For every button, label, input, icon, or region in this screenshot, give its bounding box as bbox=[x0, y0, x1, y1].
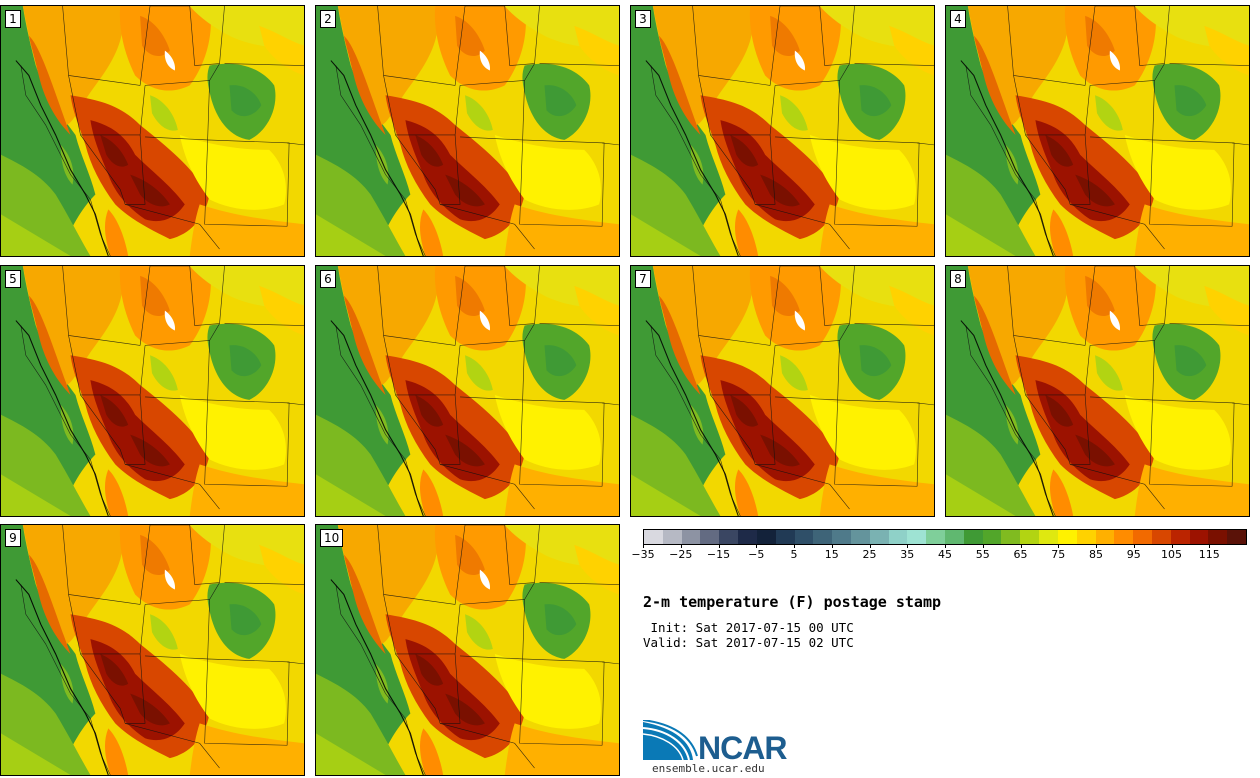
colorbar-swatch bbox=[888, 530, 908, 544]
colorbar-tick-label: 25 bbox=[862, 548, 877, 561]
map-panel: 1 bbox=[0, 5, 305, 257]
colorbar-swatch bbox=[738, 530, 757, 544]
member-number-label: 8 bbox=[950, 270, 966, 288]
colorbar-tick-mark bbox=[945, 544, 946, 548]
colorbar-swatch bbox=[794, 530, 814, 544]
colorbar-tick-mark bbox=[1020, 544, 1022, 548]
colorbar-tick-mark bbox=[643, 544, 644, 548]
colorbar-tick-mark bbox=[831, 544, 833, 548]
colorbar-ticks: −35 −25 −15 −5 5 15 25 35 45 55 65 75 85 95 105 115 bbox=[631, 544, 1247, 566]
member-number-label: 6 bbox=[320, 270, 336, 288]
map-panel: 4 bbox=[945, 5, 1250, 257]
colorbar-swatch bbox=[926, 530, 945, 544]
colorbar-swatch bbox=[907, 530, 927, 544]
colorbar-swatch bbox=[1227, 530, 1246, 544]
colorbar-tick-label: −25 bbox=[669, 548, 693, 561]
member-number-label: 10 bbox=[320, 529, 344, 547]
colorbar-tick-label: 35 bbox=[900, 548, 915, 561]
member-number-label: 3 bbox=[635, 10, 651, 28]
logo-url: ensemble.ucar.edu bbox=[652, 762, 765, 775]
colorbar-tick-label: 65 bbox=[1013, 548, 1028, 561]
valid-time: Valid: Sat 2017-07-15 02 UTC bbox=[643, 635, 854, 650]
colorbar-swatch bbox=[1057, 530, 1077, 544]
colorbar-swatch bbox=[1133, 530, 1152, 544]
colorbar-swatch bbox=[963, 530, 983, 544]
colorbar-tick-label: 115 bbox=[1198, 548, 1220, 561]
colorbar-swatch bbox=[813, 530, 833, 544]
colorbar-tick-mark bbox=[794, 544, 795, 548]
colorbar-tick-mark bbox=[756, 544, 758, 548]
map-panel: 5 bbox=[0, 265, 305, 517]
colorbar-swatch bbox=[775, 530, 795, 544]
colorbar-swatch bbox=[1001, 530, 1021, 544]
colorbar-swatch bbox=[832, 530, 851, 544]
colorbar-swatch bbox=[1170, 530, 1190, 544]
ncar-logo-icon bbox=[643, 720, 698, 761]
colorbar-tick-mark bbox=[1171, 544, 1173, 548]
colorbar-tick-mark bbox=[1209, 544, 1211, 548]
colorbar-tick-label: 55 bbox=[975, 548, 990, 561]
colorbar-tick-label: −5 bbox=[748, 548, 765, 561]
member-number-label: 1 bbox=[5, 10, 21, 28]
member-number-label: 4 bbox=[950, 10, 966, 28]
colorbar-tick-label: −15 bbox=[706, 548, 731, 561]
colorbar-tick-label: 15 bbox=[824, 548, 839, 561]
colorbar-swatch bbox=[681, 530, 701, 544]
map-panel: 3 bbox=[630, 5, 935, 257]
colorbar-swatch bbox=[1114, 530, 1134, 544]
colorbar-tick-label: 45 bbox=[938, 548, 952, 561]
member-number-label: 5 bbox=[5, 270, 21, 288]
colorbar-tick-mark bbox=[982, 544, 984, 548]
member-number-label: 7 bbox=[635, 270, 651, 288]
colorbar-tick-mark bbox=[1096, 544, 1097, 548]
colorbar-tick-mark bbox=[1058, 544, 1060, 548]
colorbar-swatch bbox=[1189, 530, 1209, 544]
colorbar-swatch bbox=[756, 530, 776, 544]
colorbar-swatch bbox=[700, 530, 720, 544]
member-number-label: 2 bbox=[320, 10, 336, 28]
colorbar-swatch bbox=[945, 530, 964, 544]
colorbar-tick-label: 95 bbox=[1126, 548, 1141, 561]
colorbar-tick-label: 85 bbox=[1089, 548, 1103, 561]
colorbar-swatch bbox=[1039, 530, 1058, 544]
colorbar-swatch bbox=[1020, 530, 1040, 544]
map-panel: 6 bbox=[315, 265, 620, 517]
colorbar-tick-mark bbox=[1133, 544, 1135, 548]
colorbar-tick-mark bbox=[907, 544, 909, 548]
colorbar-tick-label: 105 bbox=[1161, 548, 1182, 561]
map-panel: 8 bbox=[945, 265, 1250, 517]
colorbar-swatch bbox=[1151, 530, 1171, 544]
map-panel: 10 bbox=[315, 524, 620, 776]
colorbar-tick-label: −35 bbox=[631, 548, 655, 561]
colorbar-swatch bbox=[1208, 530, 1228, 544]
colorbar-tick-mark bbox=[869, 544, 871, 548]
colorbar-swatch bbox=[1076, 530, 1096, 544]
map-panel: 7 bbox=[630, 265, 935, 517]
colorbar-tick-label: 75 bbox=[1051, 548, 1066, 561]
plot-title: 2-m temperature (F) postage stamp bbox=[643, 593, 942, 611]
init-time: Init: Sat 2017-07-15 00 UTC bbox=[643, 620, 854, 635]
map-panel: 2 bbox=[315, 5, 620, 257]
colorbar-tick-label: 5 bbox=[790, 548, 798, 561]
colorbar-swatch bbox=[1095, 530, 1115, 544]
colorbar-swatch bbox=[662, 530, 682, 544]
colorbar-swatch bbox=[719, 530, 739, 544]
colorbar-swatch bbox=[850, 530, 870, 544]
logo-wordmark: NCAR bbox=[698, 730, 787, 766]
colorbar-swatch bbox=[982, 530, 1002, 544]
colorbar-swatch bbox=[869, 530, 889, 544]
temperature-colorbar bbox=[643, 529, 1247, 545]
colorbar-swatch bbox=[644, 530, 663, 544]
member-number-label: 9 bbox=[5, 529, 21, 547]
colorbar-tick-mark bbox=[680, 544, 682, 548]
colorbar-tick-mark bbox=[718, 544, 720, 548]
map-panel: 9 bbox=[0, 524, 305, 776]
